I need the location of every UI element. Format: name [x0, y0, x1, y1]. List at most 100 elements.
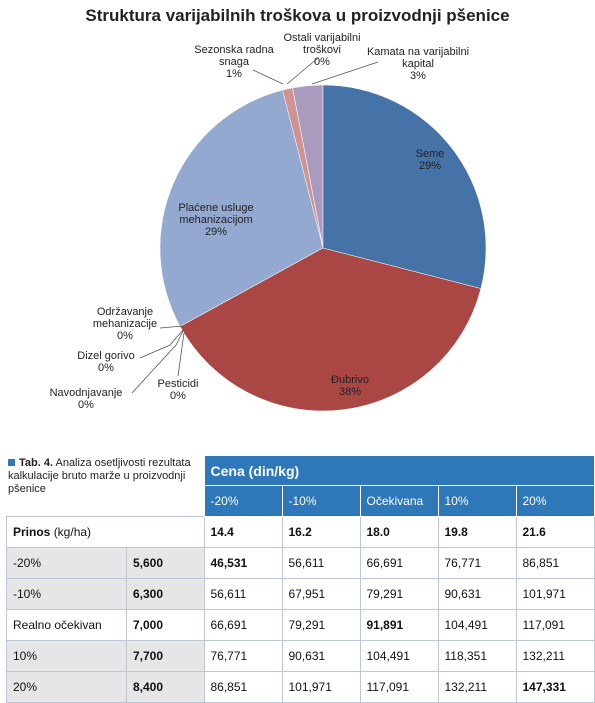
caption-marker: [8, 459, 15, 466]
table-cell: 79,291: [281, 609, 361, 641]
table-cell: -10%: [281, 485, 361, 517]
label-name: Ostali varijabilni troškovi: [283, 32, 361, 56]
table-cell: Realno očekivan: [6, 609, 127, 641]
table-row: Realno očekivan 7,000 66,691 79,291 91,891 10…: [6, 609, 595, 641]
table-cell: 20%: [6, 671, 127, 703]
table-cell: 67,951: [281, 578, 361, 610]
table-cell: 7,700: [126, 640, 205, 672]
table-caption: Tab. 4. Analiza osetljivosti rezultata k…: [8, 457, 198, 496]
table-row: -20% -10% Očekivana 10% 20%: [7, 485, 595, 517]
label-value: 0%: [117, 330, 133, 342]
table-cell: 101,971: [281, 671, 361, 703]
table-cell: 91,891: [359, 609, 439, 641]
slice-label: Pesticidi 0%: [158, 378, 199, 402]
table-cell: 117,091: [359, 671, 439, 703]
table-cell: 19.8: [437, 516, 517, 548]
row-label: Prinos: [13, 525, 51, 539]
slice-label: Đubrivo 38%: [331, 374, 369, 398]
table-cell: 104,491: [437, 609, 517, 641]
label-value: 0%: [78, 399, 94, 411]
table-cell: [7, 486, 127, 517]
table-cell: Očekivana: [359, 485, 439, 517]
table-cell: 76,771: [437, 547, 517, 579]
table-cell: 86,851: [203, 671, 283, 703]
label-name: Sezonska radna snaga: [194, 44, 274, 68]
table-cell: 90,631: [281, 640, 361, 672]
table-row: -20% 5,600 46,531 56,611 66,691 76,771 86,851: [6, 547, 595, 579]
label-name: Kamata na varijabilni kapital: [366, 46, 470, 70]
slice-label: Sezonska radna snaga 1%: [189, 44, 279, 80]
table-cell: 20%: [515, 485, 595, 517]
table-cell: 66,691: [359, 547, 439, 579]
label-value: 29%: [418, 160, 442, 172]
table-cell: 14.4: [203, 516, 283, 548]
table-row: 10% 7,700 76,771 90,631 104,491 118,351 132,21…: [6, 640, 595, 672]
table-cell: 132,211: [437, 671, 517, 703]
table-cell: 76,771: [203, 640, 283, 672]
table-row: Prinos (kg/ha) 14.4 16.2 18.0 19.8 21.6: [6, 516, 595, 548]
table-cell: 7,000: [126, 609, 205, 641]
label-value: 29%: [204, 226, 228, 238]
table-cell: 90,631: [437, 578, 517, 610]
table-cell: 118,351: [437, 640, 517, 672]
pie-slice: [179, 247, 482, 412]
label-value: 3%: [410, 70, 426, 82]
slice-label: Ostali varijabilni troškovi 0%: [282, 32, 362, 68]
caption-label: Tab. 4.: [19, 457, 54, 469]
table-cell: 5,600: [126, 547, 205, 579]
table-cell: [7, 456, 127, 486]
table-cell: 46,531: [203, 547, 283, 579]
table-cell: 66,691: [203, 609, 283, 641]
table-cell: -10%: [6, 578, 127, 610]
slice-label: Seme 29%: [416, 148, 445, 172]
table-cell: 132,211: [515, 640, 595, 672]
table-cell: 16.2: [281, 516, 361, 548]
table-cell: 21.6: [515, 516, 595, 548]
label-name: Održavanje mehanizacije: [92, 306, 158, 330]
table-row: -10% 6,300 56,611 67,951 79,291 90,631 101,971: [6, 578, 595, 610]
label-name: Navodnjavanje: [49, 387, 123, 399]
table-cell: 10%: [437, 485, 517, 517]
row-unit: (kg/ha): [53, 525, 92, 539]
slice-label: Kamata na varijabilni kapital 3%: [353, 46, 483, 82]
label-value: 0%: [170, 390, 186, 402]
table-cell: 56,611: [203, 578, 283, 610]
table-cell: 117,091: [515, 609, 595, 641]
table-cell: 86,851: [515, 547, 595, 579]
caption-text: Analiza osetljivosti rezultata kalkulaci…: [8, 457, 191, 495]
label-value: 0%: [314, 56, 330, 68]
slice-label: Dizel gorivo 0%: [77, 350, 134, 374]
page: {"chart_data": {"type": "pie", "title": …: [6, 6, 595, 703]
table-cell: Prinos (kg/ha): [6, 516, 205, 548]
table-cell: Cena (din/kg): [203, 455, 595, 486]
table-cell: 79,291: [359, 578, 439, 610]
leader-lines: [131, 57, 379, 394]
slice-label: Navodnjavanje 0%: [50, 387, 123, 411]
leader-line: [131, 330, 184, 394]
label-name: Plaćene usluge mehanizacijom: [178, 202, 254, 226]
label-name: Dizel gorivo: [77, 350, 135, 362]
leader-line: [159, 325, 184, 329]
leader-line: [286, 57, 319, 85]
slice-label: Plaćene usluge mehanizacijom 29%: [161, 202, 271, 238]
table-cell: 147,331: [515, 671, 595, 703]
table-cell: 8,400: [126, 671, 205, 703]
pie-slice: [322, 84, 487, 289]
table-cell: -20%: [203, 485, 283, 517]
slice-label: Održavanje mehanizacije 0%: [80, 306, 170, 342]
table-cell: [127, 486, 205, 517]
table-cell: 6,300: [126, 578, 205, 610]
table-cell: -20%: [6, 547, 127, 579]
label-name: Seme: [415, 148, 445, 160]
leader-line: [177, 332, 185, 377]
leader-line: [139, 329, 184, 359]
table-row: Cena (din/kg): [7, 455, 595, 486]
label-value: 1%: [226, 68, 242, 80]
table-cell: 101,971: [515, 578, 595, 610]
chart-title: Struktura varijabilnih troškova u proizv…: [85, 6, 510, 25]
label-name: Đubrivo: [331, 374, 369, 386]
table-cell: [127, 456, 205, 486]
leader-line: [252, 69, 284, 85]
label-value: 0%: [98, 362, 114, 374]
table: Cena (din/kg) -20% -10% Očekivana 10% 20% Prin…: [6, 455, 595, 703]
